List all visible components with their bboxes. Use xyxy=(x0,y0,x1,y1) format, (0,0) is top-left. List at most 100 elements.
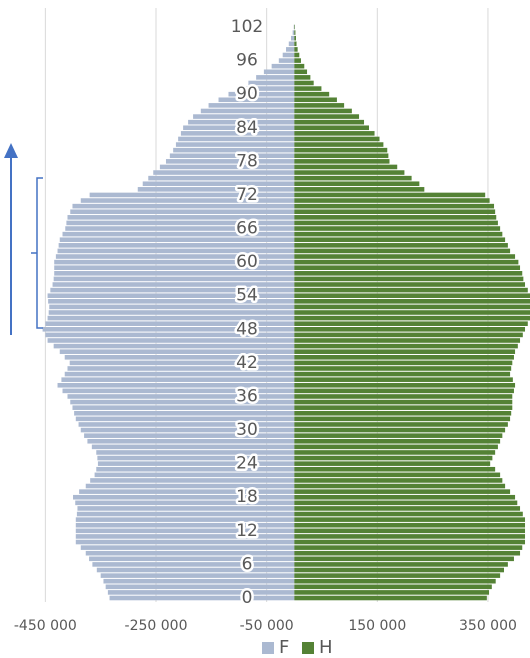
bar xyxy=(70,209,295,215)
bar xyxy=(294,304,530,310)
bar xyxy=(294,573,501,578)
bar xyxy=(96,466,295,472)
bar xyxy=(75,539,295,545)
bar xyxy=(79,489,295,494)
bar xyxy=(294,125,370,131)
bar xyxy=(291,35,295,41)
bar xyxy=(80,545,295,550)
bar xyxy=(294,433,503,438)
y-tick-label: 78 xyxy=(236,151,258,171)
bar xyxy=(294,405,513,410)
bar xyxy=(294,584,492,590)
bar xyxy=(294,63,305,69)
arrow-head xyxy=(4,143,18,158)
bar xyxy=(53,343,295,349)
bar xyxy=(294,500,518,506)
bar xyxy=(294,450,496,455)
bar xyxy=(142,181,295,187)
bar xyxy=(178,136,295,142)
bar xyxy=(294,271,523,276)
bar xyxy=(69,360,295,366)
bar xyxy=(89,192,295,198)
bar xyxy=(47,315,295,321)
bar xyxy=(294,69,308,75)
bar xyxy=(49,304,295,310)
bar xyxy=(294,265,521,271)
bar xyxy=(107,590,295,595)
bar xyxy=(62,231,295,237)
bar xyxy=(72,203,295,209)
bar xyxy=(294,41,297,47)
bar xyxy=(294,483,506,489)
y-tick-label: 54 xyxy=(236,286,258,306)
bar xyxy=(53,276,295,282)
bar xyxy=(294,248,511,254)
bar xyxy=(294,394,513,399)
bar xyxy=(153,170,295,175)
bar xyxy=(137,187,295,192)
bar xyxy=(94,472,295,478)
bar xyxy=(294,466,496,472)
bar xyxy=(218,97,295,103)
bar xyxy=(294,237,506,243)
y-tick-label: 36 xyxy=(236,386,258,406)
bar xyxy=(294,422,508,427)
y-tick-label: 102 xyxy=(231,17,263,37)
bar xyxy=(294,24,295,30)
bar xyxy=(248,80,295,86)
bar xyxy=(294,377,513,382)
bar xyxy=(84,433,295,438)
bar xyxy=(294,399,513,405)
bar xyxy=(294,198,490,203)
bar xyxy=(294,478,503,483)
bar xyxy=(75,528,295,534)
bar xyxy=(45,321,295,326)
bar xyxy=(294,287,528,293)
bar xyxy=(183,125,295,131)
bar xyxy=(73,494,295,500)
bar xyxy=(78,422,295,427)
bar xyxy=(294,136,380,142)
bar xyxy=(294,86,322,91)
bar xyxy=(294,119,365,125)
bar xyxy=(77,506,295,511)
bar xyxy=(294,360,513,366)
bar xyxy=(294,192,486,198)
bar xyxy=(180,131,295,136)
labels: -450 000 -250 000 -50 000 150 000 350 000 0 6 1… xyxy=(14,15,517,658)
bar xyxy=(57,248,295,254)
y-tick-label: 96 xyxy=(236,51,258,71)
bar xyxy=(89,556,295,562)
bar xyxy=(294,259,519,265)
bar xyxy=(165,159,295,164)
bar xyxy=(74,410,295,416)
bar xyxy=(75,534,295,539)
bar xyxy=(294,114,360,119)
bar xyxy=(72,405,295,410)
bar xyxy=(294,103,345,108)
bar xyxy=(294,321,528,326)
y-tick-label: 18 xyxy=(236,487,258,507)
bar xyxy=(169,153,295,159)
legend-label: F xyxy=(279,637,289,658)
bar xyxy=(294,438,501,444)
bar xyxy=(294,299,530,304)
bar xyxy=(85,483,295,489)
bar xyxy=(67,366,295,371)
bar xyxy=(54,265,295,271)
y-tick-label: 30 xyxy=(236,420,258,440)
bar xyxy=(294,181,420,187)
bar xyxy=(294,209,496,215)
legend-label: H xyxy=(319,637,333,658)
bar xyxy=(91,444,295,450)
bar xyxy=(286,47,295,52)
bar xyxy=(294,489,511,494)
bar xyxy=(294,276,524,282)
bar xyxy=(52,282,295,287)
bar xyxy=(54,259,295,265)
bar xyxy=(97,461,295,466)
bar xyxy=(294,91,330,97)
bar xyxy=(294,326,526,332)
bar xyxy=(173,147,295,153)
bar xyxy=(294,108,352,114)
